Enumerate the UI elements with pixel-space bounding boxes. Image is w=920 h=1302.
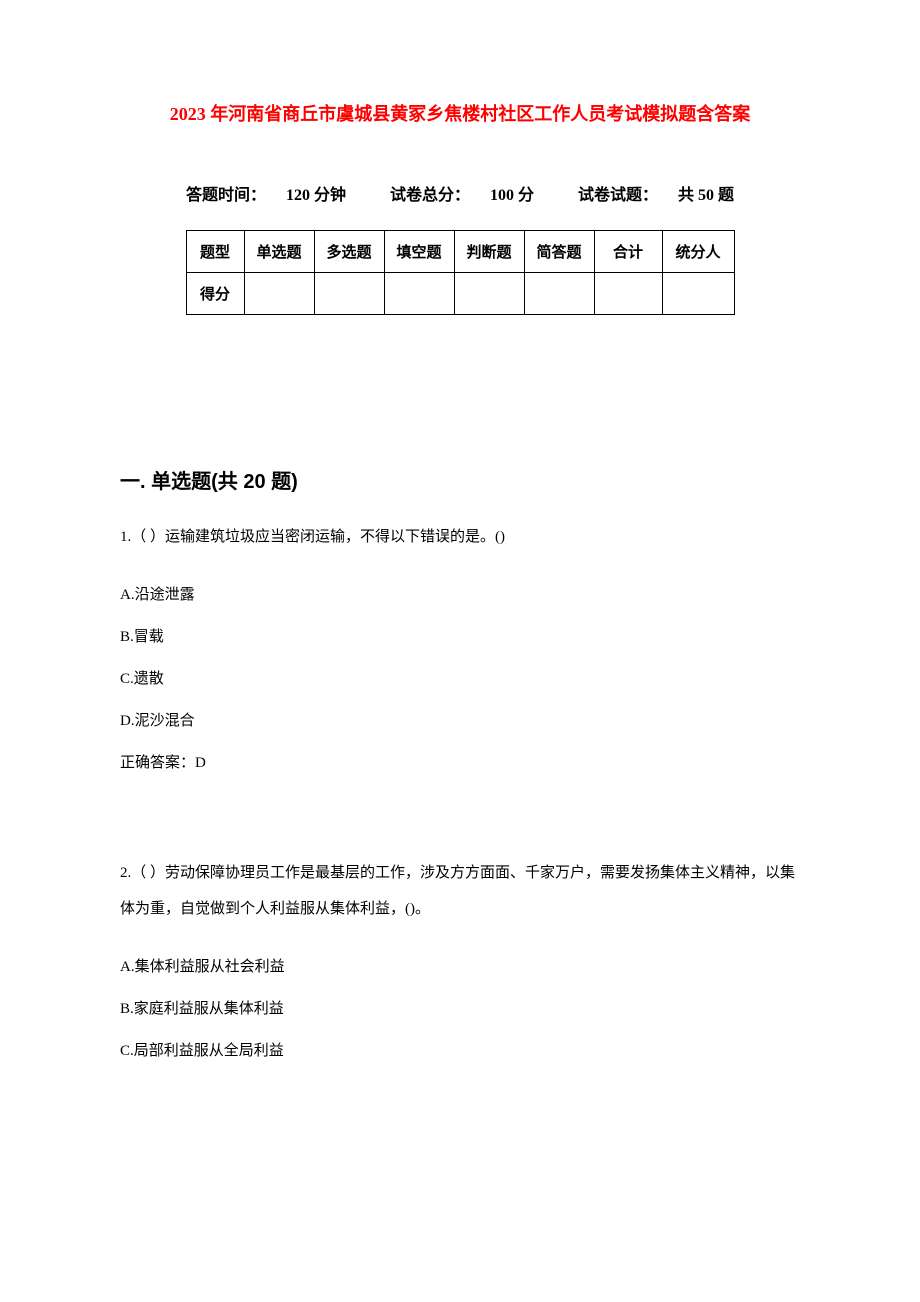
table-cell: 题型: [186, 231, 244, 273]
option-c: C.局部利益服从全局利益: [120, 1039, 800, 1063]
table-cell-empty: [244, 273, 314, 315]
time-label: 答题时间：120 分钟: [176, 187, 356, 204]
question-2: 2.（ ）劳动保障协理员工作是最基层的工作，涉及方方面面、千家万户，需要发扬集体…: [120, 855, 800, 1063]
table-cell: 合计: [594, 231, 662, 273]
exam-subtitle: 答题时间：120 分钟 试卷总分：100 分 试卷试题：共 50 题: [120, 181, 800, 205]
table-cell-empty: [314, 273, 384, 315]
option-b: B.家庭利益服从集体利益: [120, 997, 800, 1021]
table-cell: 判断题: [454, 231, 524, 273]
table-cell: 单选题: [244, 231, 314, 273]
table-cell-empty: [454, 273, 524, 315]
table-cell-empty: [594, 273, 662, 315]
table-cell: 填空题: [384, 231, 454, 273]
table-cell: 统分人: [662, 231, 734, 273]
question-1: 1.（ ）运输建筑垃圾应当密闭运输，不得以下错误的是。() A.沿途泄露 B.冒…: [120, 519, 800, 775]
table-cell-empty: [662, 273, 734, 315]
section-heading: 一. 单选题(共 20 题): [120, 465, 800, 494]
table-cell: 多选题: [314, 231, 384, 273]
table-header-row: 题型 单选题 多选题 填空题 判断题 简答题 合计 统分人: [186, 231, 734, 273]
option-a: A.集体利益服从社会利益: [120, 955, 800, 979]
table-cell-empty: [524, 273, 594, 315]
option-d: D.泥沙混合: [120, 709, 800, 733]
option-b: B.冒载: [120, 625, 800, 649]
table-cell: 简答题: [524, 231, 594, 273]
count-label: 试卷试题：共 50 题: [568, 187, 744, 204]
total-label: 试卷总分：100 分: [380, 187, 544, 204]
question-text: 1.（ ）运输建筑垃圾应当密闭运输，不得以下错误的是。(): [120, 519, 800, 555]
option-a: A.沿途泄露: [120, 583, 800, 607]
correct-answer: 正确答案：D: [120, 751, 800, 775]
table-cell-empty: [384, 273, 454, 315]
exam-title: 2023 年河南省商丘市虞城县黄冢乡焦楼村社区工作人员考试模拟题含答案: [120, 100, 800, 126]
question-text: 2.（ ）劳动保障协理员工作是最基层的工作，涉及方方面面、千家万户，需要发扬集体…: [120, 855, 800, 927]
table-score-row: 得分: [186, 273, 734, 315]
table-cell: 得分: [186, 273, 244, 315]
score-table: 题型 单选题 多选题 填空题 判断题 简答题 合计 统分人 得分: [186, 230, 735, 315]
option-c: C.遗散: [120, 667, 800, 691]
